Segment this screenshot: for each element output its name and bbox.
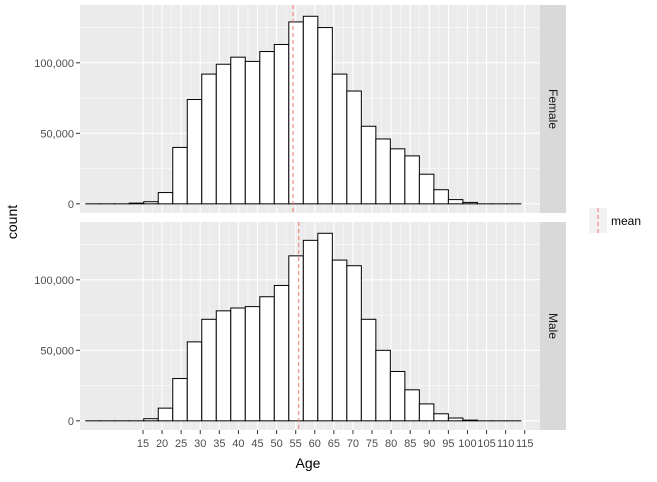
facet-panel-male: 0 50,000 100,000 Male <box>34 222 566 430</box>
histogram-bar <box>405 390 420 421</box>
histogram-bar <box>231 57 246 204</box>
x-tick-label: 15 <box>137 438 149 450</box>
histogram-bar <box>376 139 391 204</box>
facet-strip-label: Male <box>546 313 560 339</box>
histogram-bar <box>376 350 391 421</box>
x-tick-label: 75 <box>366 438 378 450</box>
histogram-bar <box>318 233 333 421</box>
x-tick-label: 90 <box>423 438 435 450</box>
x-tick-label: 115 <box>516 438 534 450</box>
histogram-bar <box>303 240 318 421</box>
x-tick-label: 40 <box>232 438 244 450</box>
histogram-bar <box>347 91 362 204</box>
x-tick-label: 60 <box>309 438 321 450</box>
x-tick-label: 45 <box>251 438 263 450</box>
y-tick-label: 0 <box>68 199 74 211</box>
x-axis-title: Age <box>296 455 321 471</box>
histogram-bar <box>158 408 173 421</box>
x-tick-label: 25 <box>175 438 187 450</box>
panels-layer: 0 50,000 100,000 Female 0 50,000 100,000 Male <box>34 5 566 430</box>
histogram-bar <box>274 285 289 420</box>
histogram-bar <box>434 190 449 204</box>
y-tick-label: 50,000 <box>40 128 74 140</box>
histogram-bar <box>361 319 376 421</box>
histogram-bar <box>158 193 173 204</box>
histogram-bar <box>463 420 478 421</box>
x-tick-label: 30 <box>194 438 206 450</box>
histogram-bar <box>303 16 318 204</box>
facet-strip-label: Female <box>546 89 560 129</box>
histogram-bar <box>347 266 362 421</box>
histogram-bar <box>361 126 376 204</box>
histogram-bar <box>173 379 188 421</box>
x-tick-label: 35 <box>213 438 225 450</box>
facet-panel-female: 0 50,000 100,000 Female <box>34 5 566 213</box>
x-tick-label: 85 <box>404 438 416 450</box>
histogram-bar <box>202 74 217 204</box>
x-tick-label: 110 <box>497 438 515 450</box>
histogram-bar <box>419 404 434 421</box>
x-tick-label: 95 <box>442 438 454 450</box>
x-tick-label: 100 <box>458 438 476 450</box>
histogram-bar <box>463 202 478 203</box>
y-tick-label: 50,000 <box>40 345 74 357</box>
histogram-bar <box>129 203 144 204</box>
x-tick-label: 50 <box>270 438 282 450</box>
histogram-bar <box>260 52 275 204</box>
y-tick-label: 0 <box>68 416 74 428</box>
histogram-bar <box>434 414 449 421</box>
histogram-bar <box>173 147 188 203</box>
legend-label: mean <box>611 214 641 228</box>
histogram-bar <box>245 307 260 421</box>
histogram-bar <box>419 174 434 204</box>
histogram-bar <box>144 419 159 421</box>
legend: mean <box>589 208 641 233</box>
histogram-bar <box>144 202 159 204</box>
histogram-bar <box>245 61 260 203</box>
histogram-bar <box>187 99 202 203</box>
histogram-bar <box>289 22 304 204</box>
x-tick-label: 55 <box>290 438 302 450</box>
histogram-bar <box>390 149 405 204</box>
histogram-bar <box>202 319 217 421</box>
histogram-bar <box>216 311 231 421</box>
histogram-bar <box>332 260 347 421</box>
x-tick-label: 80 <box>385 438 397 450</box>
histogram-bar <box>448 200 463 204</box>
histogram-bar <box>289 256 304 421</box>
y-tick-label: 100,000 <box>34 275 74 287</box>
y-axis-title: count <box>4 205 20 239</box>
x-tick-label: 20 <box>156 438 168 450</box>
x-tick-label: 105 <box>477 438 495 450</box>
histogram-bar <box>448 418 463 421</box>
histogram-bar <box>216 64 231 204</box>
histogram-bar <box>274 44 289 203</box>
histogram-bar <box>231 308 246 421</box>
histogram-bar <box>187 342 202 421</box>
histogram-bar <box>390 371 405 420</box>
histogram-bar <box>318 28 333 204</box>
x-tick-label: 70 <box>347 438 359 450</box>
histogram-bar <box>405 156 420 204</box>
histogram-bar <box>332 74 347 204</box>
x-tick-label: 65 <box>328 438 340 450</box>
histogram-bar <box>260 297 275 421</box>
y-tick-label: 100,000 <box>34 58 74 70</box>
